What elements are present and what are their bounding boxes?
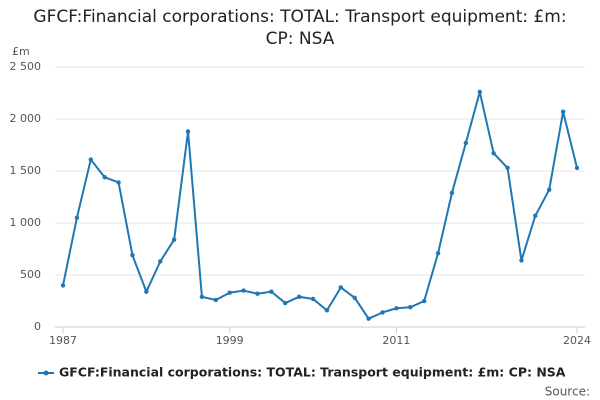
- point: [421, 298, 427, 304]
- x-tick-label: 1987: [49, 334, 77, 347]
- point: [352, 295, 357, 301]
- y-tick-label: 1 000: [10, 216, 42, 229]
- x-tick-label: 1999: [216, 334, 244, 347]
- y-tick-label: 2 500: [10, 60, 42, 73]
- legend-marker: [43, 370, 49, 376]
- point: [533, 213, 538, 218]
- point: [185, 129, 191, 134]
- chart-title: GFCF:Financial corporations: TOTAL: Tran…: [33, 7, 567, 49]
- y-axis-label: £m: [12, 45, 30, 58]
- point: [560, 109, 566, 114]
- point: [269, 289, 274, 294]
- point: [171, 237, 177, 242]
- point: [144, 289, 149, 294]
- point: [338, 285, 344, 290]
- point: [324, 308, 330, 313]
- line: [62, 91, 578, 320]
- point: [310, 296, 316, 302]
- point: [199, 294, 205, 300]
- point: [241, 288, 246, 293]
- point: [491, 151, 496, 156]
- point: [130, 253, 135, 258]
- y-tick-label: 2 000: [10, 112, 42, 125]
- y-tick-label: 1 500: [10, 164, 42, 177]
- point: [408, 305, 413, 310]
- point: [74, 215, 80, 220]
- point: [366, 316, 371, 321]
- point: [380, 310, 385, 315]
- legend-label: GFCF:Financial corporations: TOTAL: Tran…: [59, 365, 566, 380]
- point: [88, 157, 93, 162]
- point: [102, 175, 107, 180]
- point: [227, 290, 232, 295]
- point: [255, 291, 260, 296]
- point: [394, 306, 399, 311]
- point: [574, 165, 580, 171]
- point: [505, 165, 510, 171]
- point: [158, 259, 163, 264]
- point: [519, 258, 524, 263]
- x-tick-label: 2011: [382, 334, 410, 347]
- point: [435, 250, 441, 256]
- point: [547, 187, 552, 192]
- point: [283, 300, 288, 306]
- point: [60, 283, 66, 288]
- point: [449, 190, 455, 196]
- x-tick-label: 2024: [563, 334, 591, 347]
- source: Source:: [545, 385, 590, 399]
- point: [463, 140, 469, 146]
- y-tick-label: 0: [34, 320, 41, 333]
- point: [213, 297, 219, 303]
- point: [296, 294, 302, 300]
- y-tick-label: 500: [20, 268, 41, 281]
- point: [116, 180, 121, 185]
- point: [477, 89, 482, 95]
